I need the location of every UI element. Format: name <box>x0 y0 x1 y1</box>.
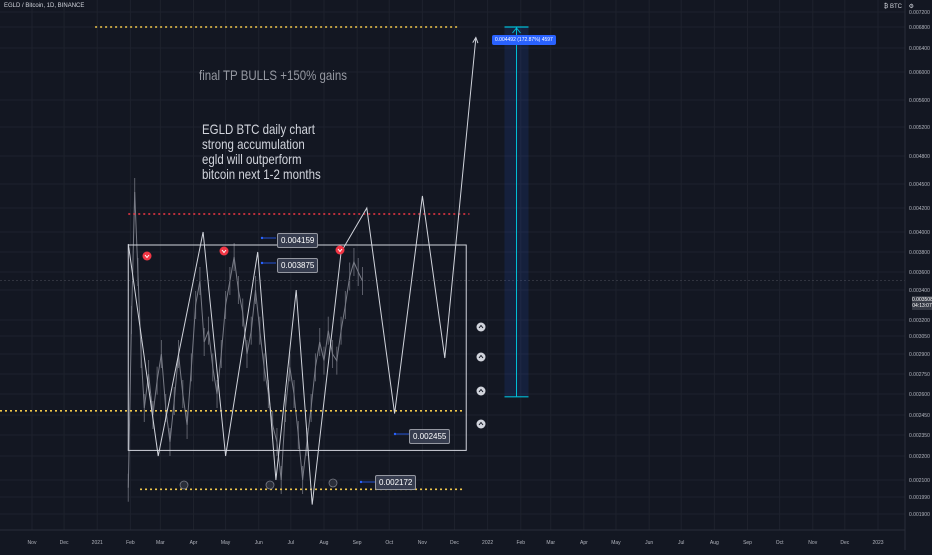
price-tick-label: 0.006800 <box>909 25 930 31</box>
price-badge-range-top[interactable]: 0.003875 <box>277 258 319 273</box>
price-tick-label: 0.002450 <box>909 413 930 419</box>
time-tick-label: Apr <box>190 540 198 546</box>
time-tick-label: Dec <box>60 540 69 546</box>
price-tick-label: 0.002900 <box>909 352 930 358</box>
time-tick-label: 2021 <box>92 540 103 546</box>
time-tick-label: Mar <box>156 540 165 546</box>
time-tick-label: May <box>221 540 231 546</box>
price-tick-label: 0.003400 <box>909 288 930 294</box>
last-price-time: 04:13:07 <box>912 303 932 309</box>
tp-note[interactable]: final TP BULLS +150% gains <box>199 67 347 83</box>
price-badge-resistance[interactable]: 0.004159 <box>277 233 319 248</box>
symbol-title[interactable]: EGLD / Bitcoin, 1D, BINANCE <box>4 3 85 9</box>
price-tick-label: 0.006000 <box>909 70 930 76</box>
badge-connector-dot <box>260 261 264 265</box>
time-tick-label: Feb <box>126 540 135 546</box>
time-tick-label: Oct <box>385 540 393 546</box>
price-tick-label: 0.003050 <box>909 334 930 340</box>
price-tick-label: 0.003800 <box>909 250 930 256</box>
price-tick-label: 0.001900 <box>909 512 930 518</box>
price-tick-label: 0.005600 <box>909 98 930 104</box>
grid-lines <box>0 0 905 530</box>
price-tick-label: 0.004500 <box>909 182 930 188</box>
up-marker-icon <box>476 386 486 396</box>
price-tick-label: 0.002350 <box>909 433 930 439</box>
time-tick-label: Aug <box>710 540 719 546</box>
projection-range-arrow <box>512 27 521 34</box>
time-tick-label: 2022 <box>482 540 493 546</box>
time-tick-label: Sep <box>743 540 752 546</box>
price-tick-label: 0.004800 <box>909 154 930 160</box>
up-marker-arrow <box>478 324 484 329</box>
price-tick-label: 0.007200 <box>909 10 930 16</box>
buy-marker-icon <box>328 478 338 488</box>
buy-marker-icon <box>265 480 275 490</box>
time-tick-label: Mar <box>546 540 555 546</box>
time-tick-label: Nov <box>28 540 37 546</box>
time-tick-label: Apr <box>580 540 588 546</box>
price-line <box>127 191 363 488</box>
up-marker-icon <box>476 419 486 429</box>
price-tick-label: 0.003600 <box>909 270 930 276</box>
time-tick-label: 2023 <box>872 540 883 546</box>
badge-connector-dot <box>359 480 363 484</box>
time-tick-label: Nov <box>418 540 427 546</box>
description-line: EGLD BTC daily chart <box>202 121 315 137</box>
time-tick-label: Aug <box>320 540 329 546</box>
time-tick-label: Dec <box>450 540 459 546</box>
price-tick-label: 0.002750 <box>909 372 930 378</box>
last-price-value: 0.003508 <box>912 297 932 303</box>
sell-marker-arrow <box>337 248 343 253</box>
time-tick-label: Nov <box>808 540 817 546</box>
time-tick-label: May <box>611 540 621 546</box>
price-tick-label: 0.004000 <box>909 230 930 236</box>
badge-connector-dot <box>393 432 397 436</box>
sell-marker-icon <box>335 245 345 255</box>
time-tick-label: Jul <box>288 540 294 546</box>
price-series <box>127 178 363 502</box>
zigzag-projection-path <box>127 37 477 505</box>
price-tick-label: 0.001990 <box>909 495 930 501</box>
price-axis[interactable]: 0.001900 0.001990 0.002100 0.002200 0.002350… <box>904 0 930 550</box>
description-line: strong accumulation <box>202 136 305 152</box>
time-tick-label: Sep <box>353 540 362 546</box>
price-badge-range-bottom[interactable]: 0.002172 <box>375 475 417 490</box>
sell-marker-icon <box>142 251 152 261</box>
price-tick-label: 0.002200 <box>909 454 930 460</box>
sell-marker-arrow <box>221 249 227 254</box>
up-marker-icon <box>476 352 486 362</box>
badge-connector-dot <box>260 236 264 240</box>
up-marker-arrow <box>478 388 484 393</box>
time-tick-label: Jul <box>678 540 684 546</box>
projection-arrow-head <box>472 36 479 44</box>
time-tick-label: Jun <box>645 540 653 546</box>
up-marker-arrow <box>478 421 484 426</box>
price-tick-label: 0.003200 <box>909 318 930 324</box>
up-marker-icon <box>476 322 486 332</box>
last-price-tag: 0.003508 04:13:07 <box>912 296 932 310</box>
sell-marker-arrow <box>144 254 150 259</box>
price-tick-label: 0.002600 <box>909 392 930 398</box>
price-tick-label: 0.005200 <box>909 125 930 131</box>
price-tick-label: 0.004200 <box>909 206 930 212</box>
time-tick-label: Jun <box>255 540 263 546</box>
time-axis[interactable]: Nov Dec 2021 Feb Mar Apr May Jun Jul Aug Sep Oct Nov… <box>0 529 905 546</box>
price-tick-label: 0.006400 <box>909 46 930 52</box>
price-badge-support[interactable]: 0.002455 <box>409 429 451 444</box>
up-marker-arrow <box>478 354 484 359</box>
time-tick-label: Feb <box>516 540 525 546</box>
projection-label[interactable]: 0.004492 (172.87%) 4597 <box>492 35 556 45</box>
price-tick-label: 0.002100 <box>909 478 930 484</box>
sell-marker-icon <box>219 246 229 256</box>
buy-marker-icon <box>179 480 189 490</box>
time-tick-label: Dec <box>840 540 849 546</box>
currency-scale-label[interactable]: ₿ BTC ⚙ <box>883 4 914 10</box>
drawing-overlay[interactable] <box>0 26 905 505</box>
description-line: egld will outperform <box>202 151 302 167</box>
time-tick-label: Oct <box>776 540 784 546</box>
description-note[interactable]: EGLD BTC daily chart strong accumulation… <box>202 122 321 182</box>
description-line: bitcoin next 1-2 months <box>202 166 321 182</box>
